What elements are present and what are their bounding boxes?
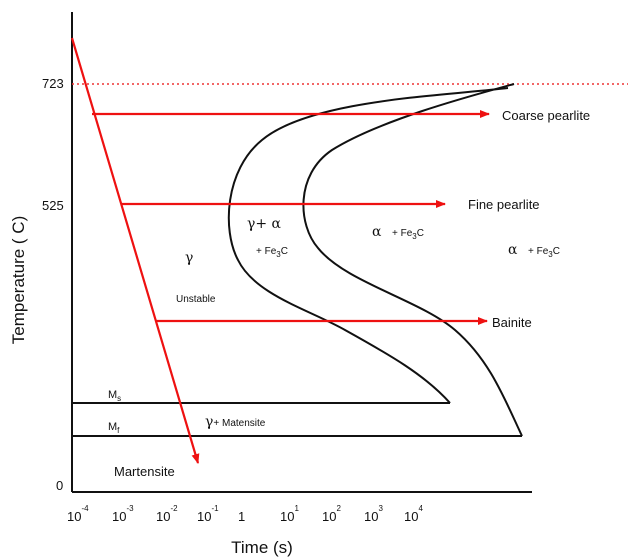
bainite-label: Bainite [492, 315, 532, 330]
gamma-martensite-label: γ+ Matensite [205, 414, 266, 430]
gamma-label: γ [185, 250, 193, 266]
x-tick-1e1: 101 [280, 504, 299, 524]
x-ticks: 10-4 10-3 10-2 10-1 1 101 102 103 104 [67, 504, 423, 524]
alpha-right-label: α [508, 242, 518, 258]
ms-label: Ms [108, 389, 121, 403]
finish-curve [302, 83, 523, 437]
x-tick-1e2: 102 [322, 504, 341, 524]
x-tick-1e-4: 10-4 [67, 504, 89, 524]
x-tick-1e-2: 10-2 [156, 504, 178, 524]
quench-arrow [70, 37, 200, 464]
start-curve [227, 87, 509, 404]
mf-label: Mf [108, 421, 120, 435]
x-tick-1e3: 103 [364, 504, 383, 524]
gamma-alpha-fe3c-label: + Fe3C [256, 246, 288, 259]
y-tick-525: 525 [42, 198, 64, 213]
x-tick-1e-3: 10-3 [112, 504, 134, 524]
x-tick-1e4: 104 [404, 504, 423, 524]
x-axis-label: Time (s) [231, 538, 293, 557]
y-tick-0: 0 [56, 478, 63, 493]
alpha-mid-fe3c-label: + Fe3C [392, 228, 424, 241]
fine-pearlite-label: Fine pearlite [468, 197, 540, 212]
alpha-mid-label: α [372, 224, 382, 240]
coarse-pearlite-label: Coarse pearlite [502, 108, 590, 123]
martensite-label: Martensite [114, 464, 175, 479]
gamma-alpha-label: γ+ α [247, 216, 282, 232]
x-tick-1: 1 [238, 509, 245, 524]
x-tick-1e-1: 10-1 [197, 504, 219, 524]
y-tick-723: 723 [42, 76, 64, 91]
alpha-right-fe3c-label: + Fe3C [528, 246, 560, 259]
unstable-label: Unstable [176, 294, 216, 305]
y-axis-label: Temperature ( C) [9, 216, 28, 344]
